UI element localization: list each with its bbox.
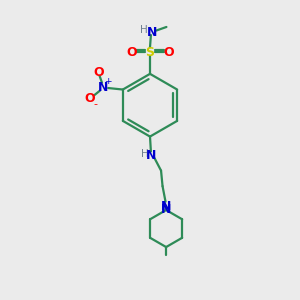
Text: N: N: [161, 202, 171, 216]
Text: H: H: [140, 25, 148, 35]
Text: -: -: [93, 99, 98, 109]
Text: O: O: [94, 66, 104, 79]
Text: N: N: [98, 81, 109, 94]
Text: O: O: [163, 46, 174, 59]
Text: O: O: [126, 46, 137, 59]
Text: N: N: [146, 148, 157, 162]
Text: H: H: [141, 148, 149, 159]
Text: S: S: [146, 46, 154, 59]
Text: N: N: [161, 200, 171, 213]
Text: +: +: [104, 77, 112, 86]
Text: O: O: [85, 92, 95, 105]
Text: N: N: [147, 26, 158, 38]
